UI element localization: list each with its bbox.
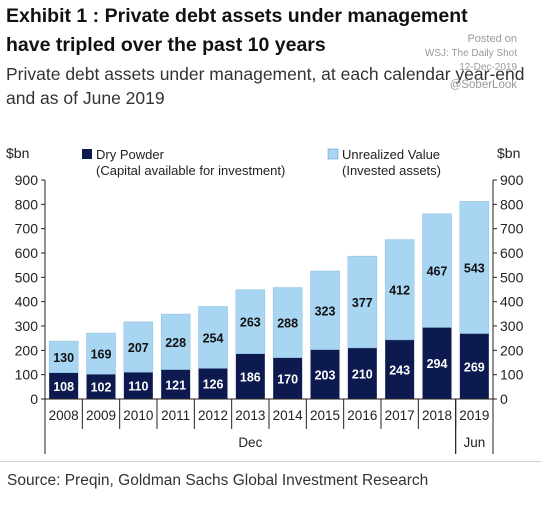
data-label-dry-powder-2017: 243 <box>389 363 410 377</box>
y-tick-label-right: 300 <box>500 318 524 334</box>
data-label-dry-powder-2019: 269 <box>464 360 485 374</box>
x-tick-label-2009: 2009 <box>86 408 116 423</box>
x-tick-label-2010: 2010 <box>123 408 153 423</box>
data-label-unrealized-value-2011: 228 <box>165 336 186 350</box>
y-tick-label-left: 600 <box>15 245 39 261</box>
data-label-dry-powder-2009: 102 <box>91 381 112 395</box>
x-tick-label-2008: 2008 <box>49 408 79 423</box>
bar-unrealized-value-2018 <box>422 213 452 328</box>
bar-dry-powder-2017 <box>385 339 415 399</box>
bar-dry-powder-2008 <box>49 372 79 399</box>
data-label-dry-powder-2018: 294 <box>427 357 448 371</box>
watermark-handle: @SoberLook <box>449 79 517 91</box>
y-tick-label-right: 100 <box>500 367 524 383</box>
bar-unrealized-value-2015 <box>310 270 340 350</box>
x-tick-label-2018: 2018 <box>422 408 452 423</box>
bar-unrealized-value-2017 <box>384 239 415 341</box>
legend-label-unrealized-value: Unrealized Value <box>342 147 440 162</box>
x-group-label-dec: Dec <box>238 435 262 450</box>
footer-divider <box>0 461 541 462</box>
data-label-dry-powder-2010: 110 <box>128 380 148 394</box>
legend-sublabel-dry-powder: (Capital available for investment) <box>96 163 285 178</box>
bar-dry-powder-2012 <box>198 368 228 399</box>
bar-dry-powder-2016 <box>347 347 377 399</box>
y-tick-label-left: 700 <box>15 221 39 237</box>
x-tick-label-2012: 2012 <box>198 408 228 423</box>
y-tick-label-left: 200 <box>15 342 39 358</box>
watermark-date: 12-Dec-2019 <box>459 62 517 73</box>
legend-swatch-unrealized-value <box>327 148 339 160</box>
bar-unrealized-value-2010 <box>123 321 154 373</box>
y-axis-label-left: $bn <box>6 145 29 161</box>
data-label-dry-powder-2015: 203 <box>315 368 336 382</box>
y-axis-label-right: $bn <box>497 145 520 161</box>
x-tick-label-2017: 2017 <box>385 408 415 423</box>
legend-label-dry-powder: Dry Powder <box>96 147 165 162</box>
watermark-posted-on: Posted on <box>467 33 517 45</box>
legend-swatch-dry-powder <box>82 149 92 159</box>
chart-title: Exhibit 1 : Private debt assets under ma… <box>6 5 468 56</box>
y-tick-label-right: 200 <box>500 342 524 358</box>
data-label-dry-powder-2012: 126 <box>203 378 224 392</box>
x-tick-label-2016: 2016 <box>347 408 377 423</box>
y-tick-label-right: 800 <box>500 196 524 212</box>
bar-dry-powder-2019 <box>459 333 489 399</box>
y-tick-label-left: 800 <box>15 196 39 212</box>
data-label-unrealized-value-2019: 543 <box>464 261 485 275</box>
bar-dry-powder-2014 <box>273 357 303 399</box>
y-tick-label-left: 0 <box>30 391 38 407</box>
y-tick-label-left: 500 <box>15 269 39 285</box>
y-tick-label-left: 400 <box>15 294 39 310</box>
y-tick-label-left: 300 <box>15 318 39 334</box>
bar-unrealized-value-2008 <box>48 340 79 373</box>
y-tick-label-right: 0 <box>500 391 508 407</box>
data-label-unrealized-value-2012: 254 <box>203 331 224 345</box>
bar-unrealized-value-2011 <box>160 313 191 370</box>
bar-dry-powder-2015 <box>310 349 340 399</box>
data-label-unrealized-value-2018: 467 <box>427 265 448 279</box>
data-label-dry-powder-2008: 108 <box>53 380 74 394</box>
bar-dry-powder-2010 <box>123 372 153 399</box>
data-label-dry-powder-2014: 170 <box>277 372 298 386</box>
watermark-source: WSJ: The Daily Shot <box>424 48 517 59</box>
data-label-dry-powder-2013: 186 <box>240 370 261 384</box>
x-tick-label-2011: 2011 <box>161 408 190 423</box>
data-label-unrealized-value-2016: 377 <box>352 296 373 310</box>
stacked-bar-chart: $bn $bn Dry Powder(Capital available for i… <box>6 145 524 454</box>
source-note: Source: Preqin, Goldman Sachs Global Inv… <box>7 472 429 489</box>
data-label-unrealized-value-2013: 263 <box>240 316 261 330</box>
bar-unrealized-value-2014 <box>272 287 303 358</box>
data-label-unrealized-value-2014: 288 <box>277 317 298 331</box>
y-tick-label-right: 900 <box>500 172 524 188</box>
y-tick-label-right: 400 <box>500 294 524 310</box>
data-label-unrealized-value-2017: 412 <box>389 284 410 298</box>
bar-dry-powder-2011 <box>161 369 191 399</box>
bar-unrealized-value-2009 <box>86 332 116 375</box>
data-label-unrealized-value-2010: 207 <box>128 341 149 355</box>
y-tick-label-right: 600 <box>500 245 524 261</box>
data-label-dry-powder-2011: 121 <box>165 378 186 392</box>
data-label-dry-powder-2016: 210 <box>352 367 373 381</box>
x-tick-label-2019: 2019 <box>459 408 489 423</box>
x-group-label-jun: Jun <box>463 435 485 450</box>
x-tick-label-2014: 2014 <box>273 408 304 423</box>
y-tick-label-left: 900 <box>15 172 39 188</box>
bar-unrealized-value-2016 <box>347 255 378 349</box>
bar-dry-powder-2013 <box>235 353 265 399</box>
y-tick-label-left: 100 <box>15 367 39 383</box>
bar-dry-powder-2009 <box>86 374 116 399</box>
bar-unrealized-value-2019 <box>459 201 490 334</box>
data-label-unrealized-value-2009: 169 <box>91 348 112 362</box>
bar-dry-powder-2018 <box>422 327 452 399</box>
chart-subtitle: Private debt assets under management, at… <box>6 64 525 108</box>
x-tick-label-2013: 2013 <box>235 408 265 423</box>
data-label-unrealized-value-2015: 323 <box>315 304 336 318</box>
data-label-unrealized-value-2008: 130 <box>53 351 74 365</box>
y-tick-label-right: 700 <box>500 221 524 237</box>
bar-unrealized-value-2013 <box>235 289 266 354</box>
y-tick-label-right: 500 <box>500 269 524 285</box>
x-tick-label-2015: 2015 <box>310 408 340 423</box>
legend-sublabel-unrealized-value: (Invested assets) <box>342 163 441 178</box>
bar-unrealized-value-2012 <box>198 306 228 369</box>
